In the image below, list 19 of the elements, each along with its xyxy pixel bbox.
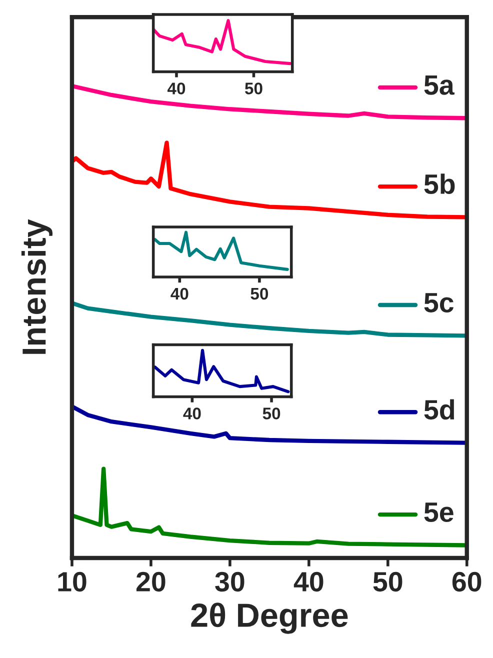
x-tick-label: 40 <box>170 288 188 300</box>
x-tick-label: 50 <box>250 288 268 300</box>
x-tick-label: 10 <box>58 572 86 592</box>
x-tick-label: 60 <box>452 572 482 592</box>
x-tick-label: 40 <box>167 82 186 94</box>
x-tick-label: 30 <box>215 572 244 592</box>
x-tick-label: 50 <box>373 572 402 592</box>
x-tick-label: 40 <box>294 572 324 592</box>
legend-label: 5a <box>424 76 455 95</box>
x-tick-label: 50 <box>244 82 262 94</box>
x-axis-title: 2θ Degree <box>191 602 348 634</box>
x-tick-label: 40 <box>183 408 201 420</box>
x-tick-label: 50 <box>262 408 280 420</box>
legend-label: 5b <box>424 174 455 194</box>
legend-label: 5c <box>424 293 454 312</box>
x-tick-label: 20 <box>136 572 166 592</box>
legend-label: 5d <box>424 399 454 420</box>
legend-label: 5e <box>424 502 454 522</box>
y-axis-title: Intensity <box>21 219 53 354</box>
